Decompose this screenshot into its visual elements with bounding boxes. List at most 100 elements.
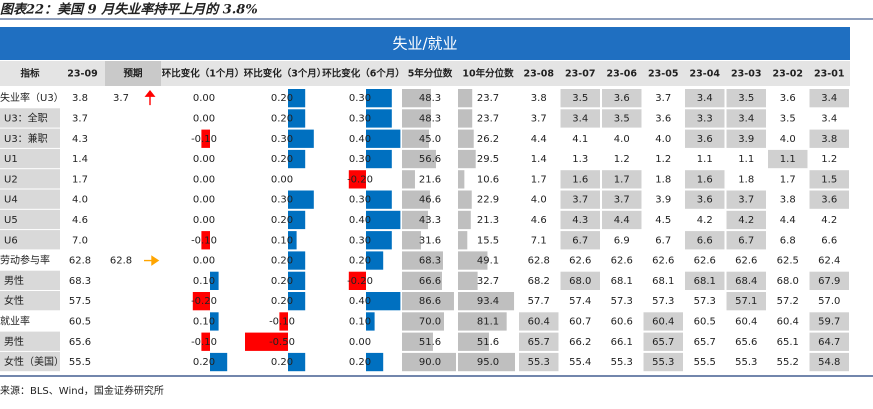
header-label: 23-06 — [607, 69, 638, 80]
history-value: 3.5 — [780, 113, 796, 124]
history-value: 60.4 — [528, 316, 550, 327]
label-cell — [0, 291, 60, 311]
history-value: 60.7 — [569, 316, 591, 327]
label-cell — [0, 250, 60, 270]
current-value: 65.6 — [69, 337, 91, 348]
history-value: 3.8 — [821, 134, 837, 145]
shade-cell — [726, 129, 766, 148]
history-value: 66.1 — [611, 337, 633, 348]
history-value: 68.1 — [694, 276, 716, 287]
percentile-value: 49.1 — [477, 256, 499, 267]
shade-cell — [560, 190, 600, 209]
history-value: 1.4 — [531, 154, 547, 165]
change-bar — [288, 251, 306, 270]
percentile-bar — [458, 129, 474, 148]
history-value: 1.1 — [780, 154, 796, 165]
change-bar — [201, 231, 210, 250]
history-value: 65.7 — [528, 337, 550, 348]
change-bar — [366, 89, 392, 108]
history-value: 4.5 — [655, 215, 671, 226]
current-value: 1.7 — [72, 174, 88, 185]
percentile-bar — [458, 251, 488, 270]
history-value: 3.6 — [821, 195, 837, 206]
change-value: -0.50 — [269, 337, 295, 348]
trend-arrow — [144, 255, 160, 266]
row-label: 就业率 — [0, 314, 30, 327]
change-value: 0.20 — [271, 215, 293, 226]
change-value: 0.30 — [349, 154, 371, 165]
forecast-value: 3.7 — [113, 93, 129, 104]
history-value: 6.8 — [780, 235, 796, 246]
change-value: 0.20 — [349, 256, 371, 267]
change-bar — [288, 292, 306, 311]
shade-cell — [560, 271, 600, 290]
shade-cell — [685, 231, 725, 250]
shade-cell — [643, 332, 683, 351]
percentile-bar — [458, 170, 465, 189]
history-value: 3.4 — [572, 113, 588, 124]
percentile-value: 43.3 — [419, 215, 441, 226]
header-label: 23-02 — [773, 69, 803, 80]
history-value: 57.2 — [777, 296, 799, 307]
percentile-value: 26.2 — [477, 134, 499, 145]
source: 来源：BLS、Wind，国金证券研究所 — [0, 384, 164, 397]
history-value: 1.1 — [697, 154, 713, 165]
history-value: 1.6 — [697, 174, 713, 185]
change-value: 0.30 — [349, 195, 371, 206]
percentile-value: 81.1 — [477, 316, 499, 327]
label-cell — [0, 108, 60, 128]
current-value: 7.0 — [72, 235, 88, 246]
change-bar — [366, 292, 401, 311]
history-value: 4.1 — [572, 134, 588, 145]
label-cell — [0, 230, 60, 250]
current-value: 57.5 — [69, 296, 91, 307]
change-bar — [279, 312, 288, 331]
banner-title: 失业/就业 — [392, 35, 457, 53]
percentile-value: 68.3 — [419, 256, 441, 267]
history-value: 3.7 — [614, 195, 630, 206]
change-value: 0.00 — [193, 154, 215, 165]
row-label: 劳动参与率 — [0, 254, 50, 267]
header-label: 23-01 — [814, 69, 844, 80]
change-value: 0.20 — [271, 93, 293, 104]
shade-cell — [685, 190, 725, 209]
percentile-bar — [458, 271, 478, 290]
history-value: 57.0 — [818, 296, 840, 307]
history-value: 57.3 — [652, 296, 674, 307]
change-value: 0.40 — [349, 296, 371, 307]
change-bar — [366, 109, 392, 128]
percentile-value: 22.9 — [477, 195, 499, 206]
change-bar — [288, 190, 314, 209]
history-value: 4.0 — [614, 134, 630, 145]
history-value: 1.7 — [780, 174, 796, 185]
history-value: 3.6 — [655, 113, 671, 124]
change-bar — [288, 271, 306, 290]
percentile-bar — [458, 292, 515, 311]
history-value: 1.8 — [738, 174, 754, 185]
history-value: 55.4 — [569, 357, 591, 368]
history-value: 6.6 — [821, 235, 837, 246]
history-value: 3.8 — [531, 93, 547, 104]
change-value: -0.10 — [191, 337, 217, 348]
percentile-bar — [458, 149, 476, 169]
label-cell — [0, 148, 60, 169]
percentile-value: 93.4 — [477, 296, 499, 307]
history-value: 68.1 — [652, 276, 674, 287]
shade-cell — [726, 190, 766, 209]
history-value: 6.7 — [738, 235, 754, 246]
shade-cell — [726, 231, 766, 250]
history-value: 1.7 — [614, 174, 630, 185]
change-value: 0.10 — [193, 276, 215, 287]
percentile-value: 32.7 — [477, 276, 499, 287]
history-value: 55.3 — [528, 357, 550, 368]
percentile-bar — [458, 190, 472, 209]
history-value: 4.4 — [780, 215, 796, 226]
percentile-value: 21.3 — [477, 215, 499, 226]
change-bar — [366, 352, 384, 372]
history-value: 57.3 — [611, 296, 633, 307]
change-value: -0.20 — [191, 296, 217, 307]
label-cell — [0, 88, 60, 108]
label-cell — [0, 270, 60, 290]
history-value: 6.6 — [697, 235, 713, 246]
history-value: 3.3 — [697, 113, 713, 124]
